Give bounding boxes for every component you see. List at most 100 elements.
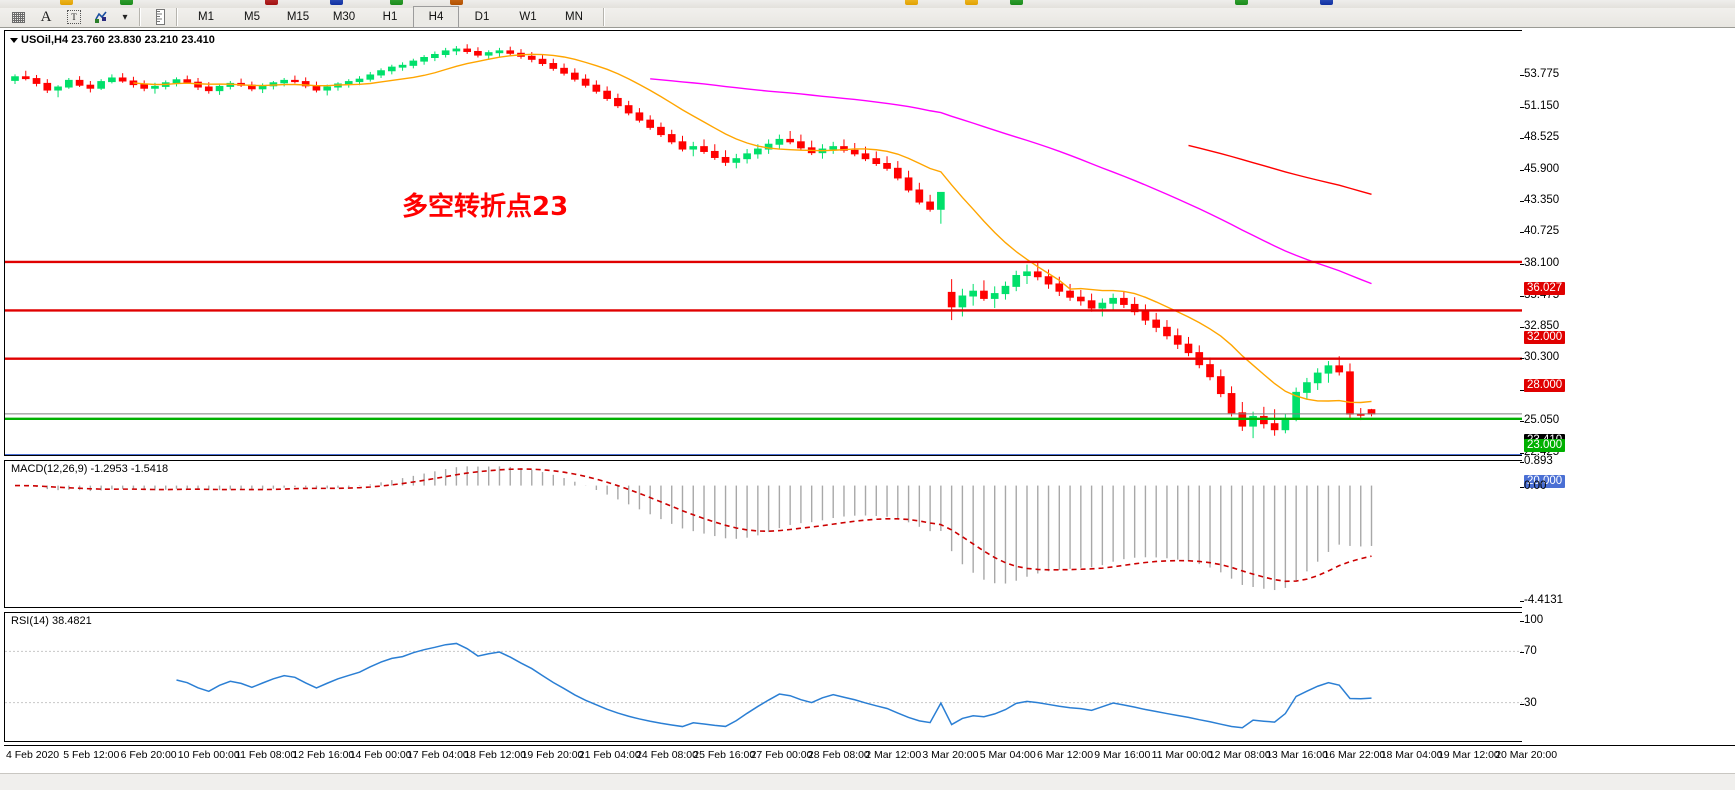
price-level-label-23.000[interactable]: 23.000 [1524, 438, 1566, 452]
price-tick: 43.350 [1519, 193, 1560, 206]
zoom-in-icon[interactable] [905, 0, 918, 5]
time-axis-label: 27 Feb 00:00 [750, 749, 813, 761]
price-level-label-32.000[interactable]: 32.000 [1524, 330, 1566, 344]
price-tick: 30.300 [1519, 350, 1560, 363]
time-axis-label: 9 Mar 16:00 [1094, 749, 1151, 761]
price-tick: 53.775 [1519, 68, 1560, 81]
autoscroll-icon[interactable] [1010, 0, 1023, 5]
price-tick: 25.050 [1519, 414, 1560, 427]
text-box-icon[interactable]: T [60, 6, 88, 28]
macd-axis: 0.893 0.00 -4.4131 [1519, 455, 1735, 610]
time-axis-label: 5 Mar 04:00 [979, 749, 1036, 761]
time-axis-label: 11 Mar 00:00 [1151, 749, 1213, 761]
time-axis-label: 3 Mar 20:00 [922, 749, 979, 761]
toolbar-separator [139, 8, 141, 26]
time-axis-label: 4 Feb 2020 [6, 749, 60, 761]
price-tick: 48.525 [1519, 131, 1560, 144]
candle-chart-icon[interactable] [390, 0, 403, 5]
main-toolbar: A T ▾ M1 M5 M15 M30 H1 [0, 0, 1735, 28]
ma-red-line [1188, 144, 1372, 195]
timeframe-d1[interactable]: D1 [474, 11, 490, 23]
price-level-label-36.027[interactable]: 36.027 [1524, 281, 1566, 295]
axis-background [1522, 28, 1735, 793]
time-axis-label: 12 Feb 16:00 [292, 749, 355, 761]
time-axis[interactable]: 4 Feb 2020 5 Feb 12:00 6 Feb 20:00 10 Feb 0… [4, 745, 1735, 766]
timeframe-w1[interactable]: W1 [519, 11, 537, 23]
timeframe-h1[interactable]: H1 [382, 11, 398, 23]
indicators-icon[interactable] [88, 6, 116, 28]
time-axis-label: 10 Feb 00:00 [177, 749, 240, 761]
ruler-icon[interactable] [146, 6, 174, 28]
crosshair-grid-icon[interactable] [4, 6, 32, 28]
ma-orange-line [133, 53, 1372, 404]
time-axis-label: 6 Feb 20:00 [120, 749, 177, 761]
template-icon[interactable] [1320, 0, 1333, 5]
price-tick: 38.100 [1519, 257, 1560, 269]
price-tick: 45.900 [1519, 163, 1560, 175]
price-panel[interactable]: USOil,H4 23.760 23.830 23.210 23.410 多空转… [4, 30, 1524, 456]
time-axis-label: 19 Mar 12:00 [1437, 749, 1500, 761]
rsi-tick: 70 [1520, 645, 1537, 658]
symbol-ohlc-label: USOil,H4 23.760 23.830 23.210 23.410 [21, 34, 215, 46]
time-axis-label: 21 Feb 04:00 [578, 749, 641, 761]
chart-workspace[interactable]: USOil,H4 23.760 23.830 23.210 23.410 多空转… [0, 28, 1735, 793]
macd-plot[interactable] [5, 461, 1523, 607]
time-axis-label: 18 Feb 12:00 [464, 749, 527, 761]
time-axis-label: 16 Mar 22:00 [1323, 749, 1386, 761]
macd-tick: 0.00 [1519, 479, 1547, 492]
price-plot[interactable] [5, 31, 1523, 455]
timeframe-h4[interactable]: H4 [413, 6, 459, 28]
time-axis-label: 25 Feb 16:00 [693, 749, 756, 761]
time-axis-label: 17 Feb 04:00 [406, 749, 469, 761]
price-axis[interactable]: 53.775 51.150 48.525 45.900 43.350 40.725 38.1… [1519, 58, 1735, 488]
chart-annotation-text: 多空转折点23 [402, 192, 569, 222]
time-axis-label: 2 Mar 12:00 [865, 749, 922, 761]
toolbar-overflow-strip [0, 0, 1735, 8]
timeframe-m1[interactable]: M1 [198, 11, 214, 23]
time-axis-label: 5 Feb 12:00 [63, 749, 120, 761]
macd-signal-line [14, 468, 1372, 583]
rsi-label: RSI(14) 38.4821 [11, 615, 92, 627]
time-axis-label: 14 Feb 00:00 [349, 749, 412, 761]
timeframe-mn[interactable]: MN [565, 11, 583, 23]
price-tick: 32.850 [1519, 320, 1560, 333]
price-tick: 40.725 [1519, 225, 1560, 238]
toolbar-separator-2 [176, 8, 178, 26]
time-axis-label: 20 Mar 20:00 [1495, 749, 1558, 761]
ma-magenta-line [650, 78, 1372, 285]
folder-icon[interactable] [60, 0, 73, 5]
time-axis-label: 12 Mar 08:00 [1208, 749, 1271, 761]
text-label-icon[interactable]: A [40, 8, 52, 25]
zoom-out-icon[interactable] [965, 0, 978, 5]
timeframe-m5[interactable]: M5 [244, 11, 260, 23]
rsi-panel[interactable]: RSI(14) 38.4821 [4, 612, 1524, 742]
time-axis-label: 19 Feb 20:00 [521, 749, 584, 761]
rsi-tick: 30 [1520, 696, 1537, 709]
macd-panel[interactable]: MACD(12,26,9) -1.2953 -1.5418 [4, 460, 1524, 608]
chevron-down-icon[interactable]: ▾ [122, 11, 128, 23]
macd-tick: 0.893 [1520, 455, 1553, 467]
bar-chart-icon[interactable] [330, 0, 343, 5]
rsi-axis: 100 70 30 [1519, 614, 1735, 744]
time-axis-label: 24 Feb 08:00 [636, 749, 698, 761]
timeframe-m15[interactable]: M15 [286, 11, 310, 23]
rsi-line [176, 642, 1372, 729]
symbol-collapse-icon[interactable] [10, 38, 18, 43]
price-level-label-20.000[interactable]: 20.000 [1524, 475, 1566, 488]
indicator-list-icon[interactable] [1235, 0, 1248, 5]
print-icon[interactable] [265, 0, 278, 5]
price-level-label-28.000[interactable]: 28.000 [1524, 378, 1566, 392]
time-axis-label: 6 Mar 12:00 [1037, 749, 1094, 761]
rsi-plot[interactable] [5, 613, 1523, 741]
macd-label: MACD(12,26,9) -1.2953 -1.5418 [11, 463, 169, 475]
timeframe-m30[interactable]: M30 [332, 11, 356, 23]
macd-tick: -4.4131 [1519, 594, 1564, 606]
new-chart-icon[interactable] [120, 0, 133, 5]
price-tick: 51.150 [1519, 99, 1560, 112]
line-chart-icon[interactable] [450, 0, 463, 5]
time-axis-label: 13 Mar 16:00 [1266, 749, 1328, 761]
rsi-tick: 100 [1519, 614, 1544, 626]
toolbar-separator-3 [603, 8, 605, 26]
time-axis-label: 28 Feb 08:00 [807, 749, 870, 761]
horizontal-scrollbar[interactable] [0, 773, 1735, 790]
